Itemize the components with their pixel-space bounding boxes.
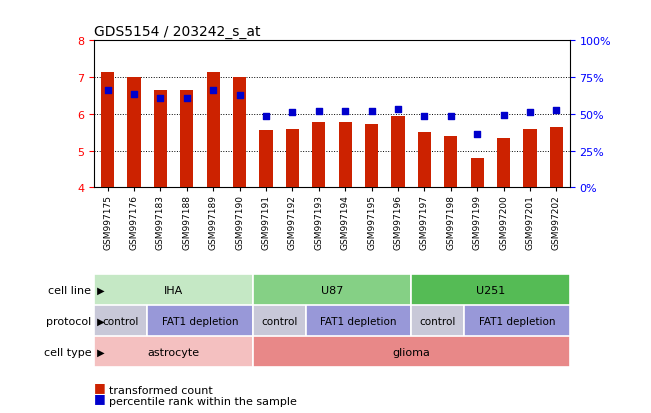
Bar — [411, 275, 570, 306]
Bar — [444, 137, 458, 188]
Text: FAT1 depletion: FAT1 depletion — [320, 316, 396, 326]
Bar — [411, 306, 464, 337]
Point — [261, 114, 271, 121]
Text: transformed count: transformed count — [109, 385, 212, 395]
Bar — [391, 116, 405, 188]
Text: control: control — [103, 316, 139, 326]
Bar — [418, 133, 431, 188]
Bar — [253, 306, 305, 337]
Text: ▶: ▶ — [94, 285, 104, 295]
Point — [445, 114, 456, 121]
Bar — [147, 306, 253, 337]
Bar — [259, 131, 273, 188]
Text: cell type: cell type — [44, 347, 91, 357]
Bar — [339, 123, 352, 188]
Text: GDS5154 / 203242_s_at: GDS5154 / 203242_s_at — [94, 25, 261, 39]
Bar — [180, 91, 193, 188]
Point — [393, 107, 403, 114]
Text: ■: ■ — [94, 380, 110, 393]
Bar — [312, 123, 326, 188]
Bar — [550, 128, 563, 188]
Point — [208, 88, 218, 94]
Point — [419, 114, 430, 121]
Bar — [154, 91, 167, 188]
Point — [314, 109, 324, 115]
Point — [234, 92, 245, 99]
Text: IHA: IHA — [164, 285, 183, 295]
Bar — [94, 337, 253, 368]
Bar — [305, 306, 411, 337]
Text: U87: U87 — [321, 285, 343, 295]
Point — [525, 109, 535, 116]
Text: ■: ■ — [94, 391, 110, 404]
Bar — [365, 125, 378, 188]
Text: control: control — [261, 316, 298, 326]
Bar — [94, 275, 253, 306]
Point — [182, 96, 192, 102]
Bar — [464, 306, 570, 337]
Bar — [471, 159, 484, 188]
Bar — [94, 306, 147, 337]
Text: percentile rank within the sample: percentile rank within the sample — [109, 396, 297, 406]
Text: protocol: protocol — [46, 316, 91, 326]
Point — [551, 108, 562, 114]
Point — [129, 91, 139, 98]
Bar — [101, 72, 114, 188]
Text: FAT1 depletion: FAT1 depletion — [161, 316, 238, 326]
Bar — [206, 72, 220, 188]
Text: ▶: ▶ — [94, 316, 104, 326]
Bar — [497, 138, 510, 188]
Bar — [286, 129, 299, 188]
Text: cell line: cell line — [48, 285, 91, 295]
Bar — [233, 78, 246, 188]
Bar — [253, 275, 411, 306]
Bar — [128, 78, 141, 188]
Text: astrocyte: astrocyte — [148, 347, 200, 357]
Point — [155, 96, 165, 102]
Point — [367, 109, 377, 115]
Text: U251: U251 — [476, 285, 505, 295]
Point — [340, 108, 350, 115]
Text: FAT1 depletion: FAT1 depletion — [478, 316, 555, 326]
Bar — [523, 129, 536, 188]
Bar — [253, 337, 570, 368]
Text: ▶: ▶ — [94, 347, 104, 357]
Point — [287, 109, 298, 116]
Point — [472, 131, 482, 138]
Point — [102, 88, 113, 94]
Point — [499, 112, 509, 119]
Text: control: control — [419, 316, 456, 326]
Text: glioma: glioma — [393, 347, 430, 357]
